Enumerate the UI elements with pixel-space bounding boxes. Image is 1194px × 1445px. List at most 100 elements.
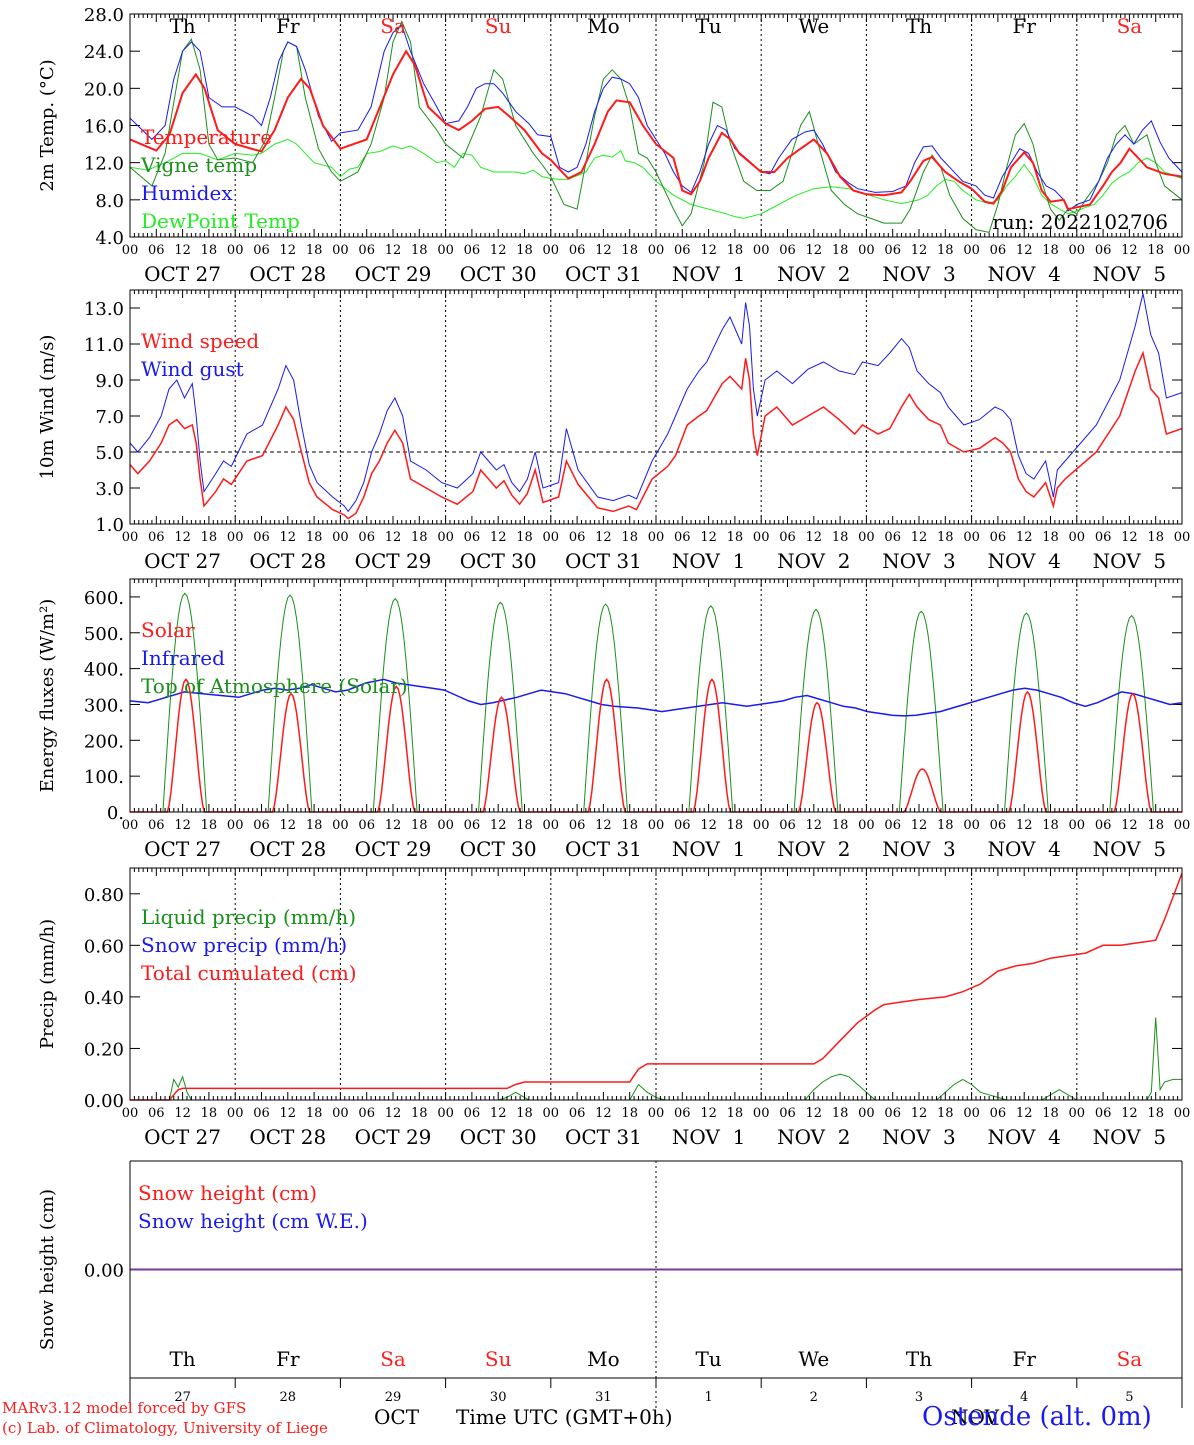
energy-date-label: NOV 3	[882, 837, 955, 861]
temp-legend-vigne-temp: Vigne temp	[140, 153, 257, 177]
wind-ytick-label: 3.0	[95, 479, 124, 500]
energy-hour-label: 06	[674, 818, 691, 833]
wind-ylabel: 10m Wind (m/s)	[37, 335, 58, 480]
energy-hour-label: 00	[437, 818, 454, 833]
energy-hour-label: 00	[1174, 818, 1191, 833]
precip-hour-label: 06	[674, 1106, 691, 1121]
wind-hour-label: 18	[832, 530, 849, 545]
energy-ytick-label: 400.	[84, 660, 124, 681]
precip-date-label: OCT 27	[144, 1125, 221, 1149]
energy-hour-label: 18	[516, 818, 533, 833]
precip-hour-label: 06	[148, 1106, 165, 1121]
precip-hour-label: 12	[806, 1106, 823, 1121]
precip-hour-label: 00	[122, 1106, 139, 1121]
energy-hour-label: 12	[1121, 818, 1138, 833]
snow-day-number: 30	[490, 1390, 507, 1405]
temp-hour-label: 12	[385, 243, 402, 258]
precip-hour-label: 12	[700, 1106, 717, 1121]
energy-ytick-label: 200.	[84, 731, 124, 752]
temp-date-label: NOV 2	[777, 262, 850, 286]
wind-hour-label: 12	[490, 530, 507, 545]
temp-weekday-label: Fr	[276, 14, 300, 38]
energy-date-label: OCT 27	[144, 837, 221, 861]
wind-hour-label: 00	[963, 530, 980, 545]
temp-hour-label: 18	[411, 243, 428, 258]
temp-hour-label: 12	[1121, 243, 1138, 258]
wind-hour-label: 06	[990, 530, 1007, 545]
wind-frame	[129, 289, 1183, 525]
temp-weekday-label: Fr	[1012, 14, 1036, 38]
energy-date-label: OCT 28	[249, 837, 326, 861]
temp-hour-label: 06	[674, 243, 691, 258]
snow-weekday-label: Fr	[276, 1347, 300, 1371]
wind-hour-label: 18	[727, 530, 744, 545]
energy-hour-label: 00	[332, 818, 349, 833]
wind-hour-label: 06	[253, 530, 270, 545]
wind-date-label: OCT 27	[144, 549, 221, 573]
precip-series-liquid-precip-mm-h-	[130, 1017, 1182, 1101]
energy-hour-label: 06	[569, 818, 586, 833]
energy-hour-label: 06	[148, 818, 165, 833]
wind-hour-label: 06	[779, 530, 796, 545]
energy-ytick-label: 300.	[84, 695, 124, 716]
temp-hour-label: 00	[332, 243, 349, 258]
precip-hour-label: 18	[1042, 1106, 1059, 1121]
temp-date-label: NOV 4	[987, 262, 1060, 286]
wind-ytick-label: 9.0	[95, 371, 124, 392]
wind-hour-label: 06	[464, 530, 481, 545]
energy-hour-label: 18	[621, 818, 638, 833]
temp-hour-label: 06	[990, 243, 1007, 258]
temp-weekday-label: We	[798, 14, 829, 38]
temp-hour-label: 12	[1016, 243, 1033, 258]
snow-day-number: 31	[595, 1390, 612, 1405]
temp-hour-label: 18	[516, 243, 533, 258]
precip-hour-label: 18	[621, 1106, 638, 1121]
snow-legend-snow-height-cm-w-e-: Snow height (cm W.E.)	[138, 1209, 368, 1233]
temp-date-label: OCT 29	[355, 262, 432, 286]
precip-hour-label: 00	[753, 1106, 770, 1121]
energy-hour-label: 06	[884, 818, 901, 833]
temp-hour-label: 18	[727, 243, 744, 258]
temp-legend-temperature: Temperature	[141, 125, 272, 149]
snow-day-number: 27	[174, 1390, 191, 1405]
precip-hour-label: 00	[858, 1106, 875, 1121]
precip-frame	[129, 867, 1183, 1101]
precip-date-label: NOV 2	[777, 1125, 850, 1149]
snow-weekday-label: Sa	[1117, 1347, 1143, 1371]
wind-hour-label: 00	[227, 530, 244, 545]
temp-hour-label: 00	[753, 243, 770, 258]
wind-hour-label: 18	[411, 530, 428, 545]
precip-hour-label: 06	[990, 1106, 1007, 1121]
snow-ylabel: Snow height (cm)	[37, 1189, 58, 1350]
temp-weekday-label: Th	[906, 14, 932, 38]
precip-hour-label: 18	[1147, 1106, 1164, 1121]
temp-ytick-label: 28.0	[84, 5, 124, 26]
energy-hour-label: 00	[1069, 818, 1086, 833]
temp-hour-label: 00	[122, 243, 139, 258]
wind-hour-label: 12	[911, 530, 928, 545]
energy-hour-label: 18	[832, 818, 849, 833]
snow-weekday-label: Th	[169, 1347, 195, 1371]
precip-hour-label: 18	[201, 1106, 218, 1121]
temp-ylabel: 2m Temp. (°C)	[37, 59, 58, 191]
precip-ylabel: Precip (mm/h)	[37, 919, 58, 1049]
temp-hour-label: 18	[1042, 243, 1059, 258]
wind-hour-label: 18	[516, 530, 533, 545]
energy-ytick-label: 0.	[107, 803, 124, 824]
snow-day-number: 5	[1125, 1390, 1133, 1405]
wind-ytick-label: 5.0	[95, 443, 124, 464]
energy-hour-label: 12	[280, 818, 297, 833]
energy-hour-label: 12	[700, 818, 717, 833]
precip-hour-label: 00	[543, 1106, 560, 1121]
precip-hour-label: 18	[306, 1106, 323, 1121]
precip-hour-label: 18	[516, 1106, 533, 1121]
wind-hour-label: 12	[385, 530, 402, 545]
temp-hour-label: 06	[569, 243, 586, 258]
wind-hour-label: 18	[937, 530, 954, 545]
temp-hour-label: 06	[464, 243, 481, 258]
temp-hour-label: 18	[937, 243, 954, 258]
snow-weekday-label: Fr	[1012, 1347, 1036, 1371]
temp-date-label: NOV 5	[1093, 262, 1166, 286]
energy-date-label: OCT 29	[355, 837, 432, 861]
energy-hour-label: 12	[385, 818, 402, 833]
